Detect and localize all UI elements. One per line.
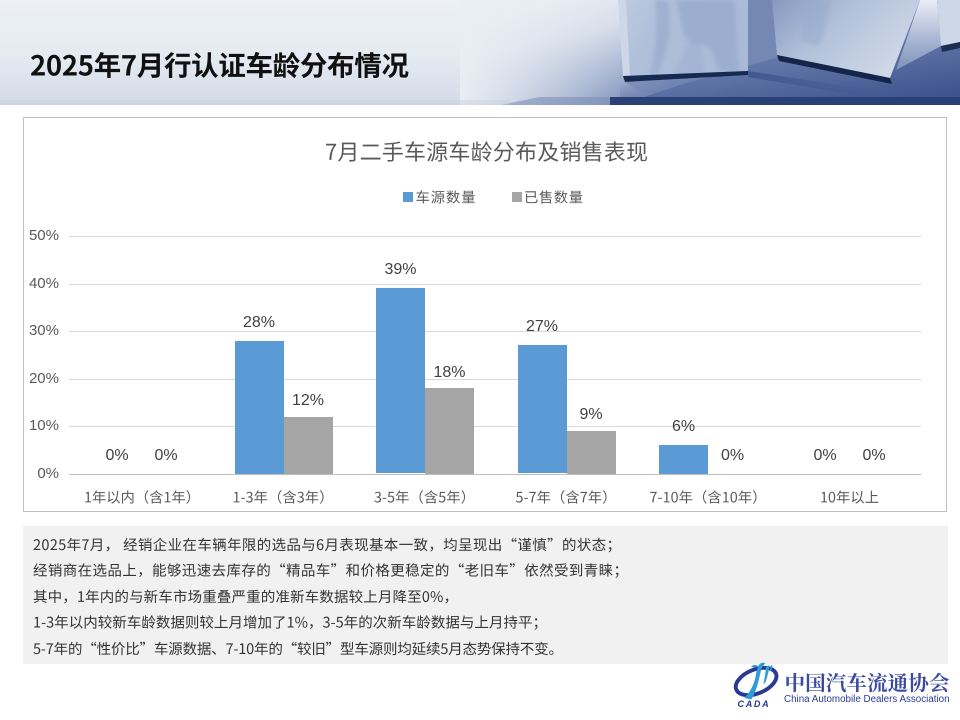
svg-text:CADA: CADA — [738, 699, 771, 709]
